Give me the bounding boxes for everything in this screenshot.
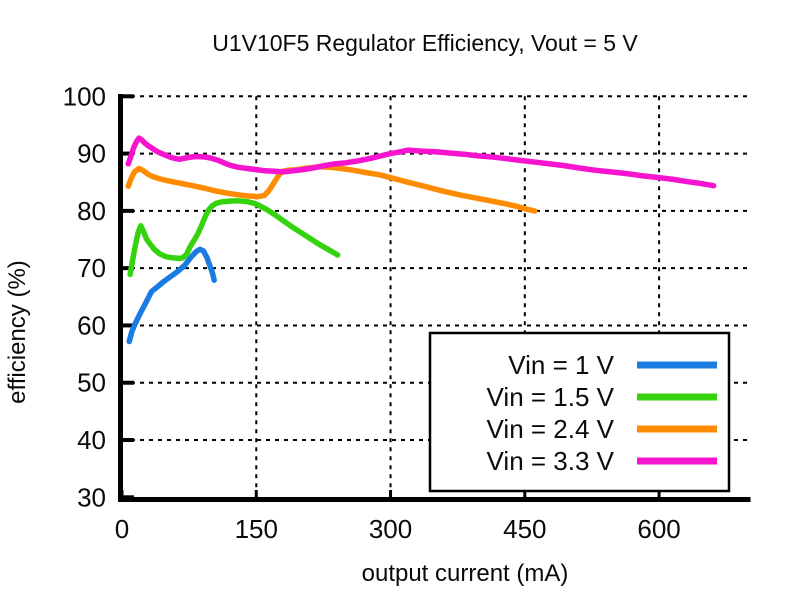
x-tick-label: 600 [637,514,680,544]
x-tick-label: 300 [369,514,412,544]
x-axis-label: output current (mA) [361,560,569,587]
y-tick-label: 60 [77,310,106,340]
legend-entry-label: Vin = 3.3 V [487,446,615,476]
x-tick-label: 450 [503,514,546,544]
y-tick-label: 90 [77,139,106,169]
chart-title: U1V10F5 Regulator Efficiency, Vout = 5 V [212,30,638,56]
series-line-vin-2.4-v [125,164,538,214]
y-tick-label: 50 [77,368,106,398]
legend-entry-label: Vin = 1 V [508,350,614,380]
series-line-vin-1-v [126,246,217,345]
y-tick-label: 80 [77,196,106,226]
legend-box [428,331,731,493]
x-tick-label: 150 [235,514,278,544]
y-tick-label: 70 [77,253,106,283]
y-tick-label: 40 [77,425,106,455]
x-tick-label: 0 [115,514,129,544]
series-line-vin-1.5-v [127,198,341,278]
legend-entry-label: Vin = 1.5 V [487,382,615,412]
legend-entry-label: Vin = 2.4 V [487,414,615,444]
y-tick-label: 100 [63,81,106,111]
y-tick-label: 30 [77,482,106,512]
series-line-vin-3.3-v [125,135,717,189]
